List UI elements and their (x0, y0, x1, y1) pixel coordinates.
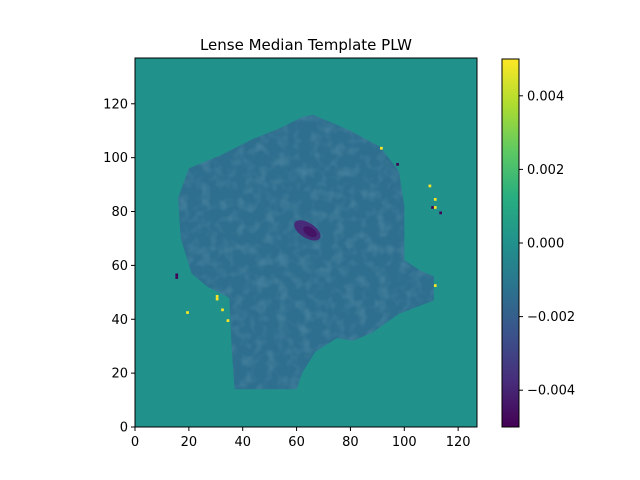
y-tick-label: 20 (111, 367, 128, 382)
heatmap-speck (431, 206, 434, 209)
colorbar-gradient (502, 59, 519, 427)
y-tick-label: 0 (120, 421, 128, 436)
heatmap-speck (439, 211, 442, 215)
colorbar-tick-label: 0.002 (527, 163, 564, 178)
heatmap-plot (135, 58, 477, 427)
heatmap-speck (226, 319, 230, 322)
y-tick-label: 80 (111, 205, 128, 220)
x-tick-label: 100 (392, 435, 417, 450)
x-tick-label: 60 (288, 435, 305, 450)
colorbar-tick-label: 0.000 (527, 237, 564, 252)
heatmap-speck (186, 311, 189, 314)
x-tick-label: 20 (181, 435, 198, 450)
colorbar-tick-label: 0.004 (527, 89, 564, 104)
y-tick-label: 100 (103, 151, 128, 166)
heatmap-speck (215, 297, 219, 301)
heatmap-speck (396, 163, 399, 166)
heatmap-speck (175, 276, 179, 279)
heatmap-speck (433, 284, 437, 287)
heatmap-specks (175, 146, 442, 322)
y-tick-label: 60 (111, 259, 128, 274)
chart-title: Lense Median Template PLW (200, 36, 412, 54)
colorbar-ticks: 0.004 0.002 0.000 −0.002 −0.004 (519, 89, 575, 399)
colorbar: 0.004 0.002 0.000 −0.002 −0.004 (501, 58, 575, 428)
colorbar-tick-label: −0.002 (527, 310, 575, 325)
heatmap-speck (175, 273, 179, 277)
heatmap-speck (215, 295, 219, 298)
heatmap-speck (428, 184, 432, 188)
y-axis: 0 20 40 60 80 100 120 (103, 97, 135, 436)
plot-frame (134, 57, 478, 428)
x-tick-label: 0 (131, 435, 139, 450)
x-tick-label: 40 (234, 435, 251, 450)
x-tick-label: 120 (446, 435, 471, 450)
x-axis: 0 20 40 60 80 100 120 (131, 427, 471, 450)
y-tick-label: 120 (103, 97, 128, 112)
heatmap-min-blob-core (303, 226, 317, 238)
heatmap-speck (380, 146, 383, 150)
heatmap-speck (433, 206, 437, 209)
y-tick-label: 40 (111, 313, 128, 328)
colorbar-tick-label: −0.004 (527, 384, 575, 399)
x-tick-label: 80 (342, 435, 359, 450)
heatmap-speck (221, 308, 224, 312)
heatmap-speck (433, 198, 437, 201)
